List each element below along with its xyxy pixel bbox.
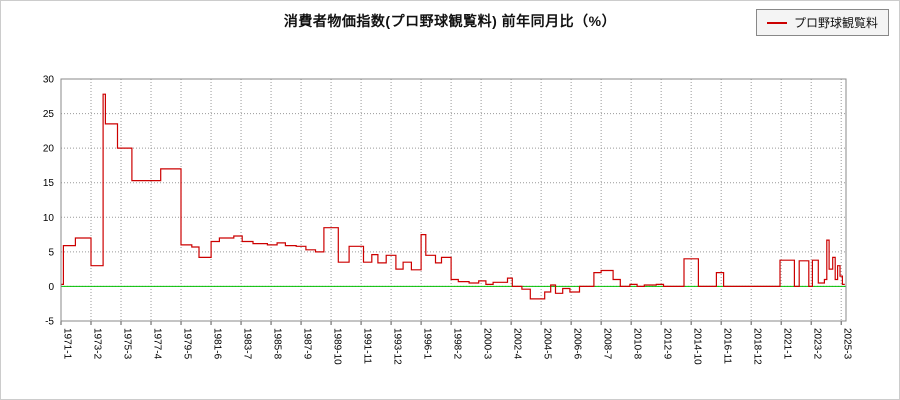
x-tick-label: 1998-2 — [452, 328, 463, 360]
legend-label: プロ野球観覧料 — [793, 16, 878, 30]
series-line — [61, 93, 845, 300]
x-tick-label: 2012-9 — [662, 328, 673, 360]
x-tick-label: 2018-12 — [752, 328, 763, 365]
x-tick-label: 1987-9 — [302, 328, 313, 360]
legend: プロ野球観覧料 — [755, 9, 889, 36]
y-tick-label: 20 — [43, 144, 55, 155]
x-tick-label: 2016-11 — [722, 328, 733, 364]
chart-title: 消費者物価指数(プロ野球観覧料) 前年同月比（%） — [283, 13, 617, 29]
x-tick-label: 1979-5 — [182, 328, 193, 360]
x-tick-label: 1973-2 — [92, 328, 103, 360]
x-tick-label: 1975-3 — [122, 328, 133, 360]
x-tick-label: 1985-8 — [272, 328, 283, 360]
legend-line-marker — [766, 21, 787, 24]
y-tick-label: 30 — [43, 75, 55, 86]
x-tick-label: 1983-7 — [242, 328, 253, 360]
y-tick-label: 5 — [48, 247, 54, 258]
y-tick-label: 25 — [43, 109, 55, 120]
x-tick-label: 2025-3 — [842, 328, 853, 360]
x-tick-label: 1993-12 — [392, 328, 403, 365]
x-tick-label: 1989-10 — [332, 328, 343, 365]
x-tick-label: 1991-11 — [362, 328, 373, 364]
x-tick-label: 2006-6 — [572, 328, 583, 360]
x-tick-label: 2021-1 — [782, 328, 793, 360]
x-tick-label: 1971-1 — [62, 328, 73, 360]
x-tick-label: 1981-6 — [212, 328, 223, 360]
y-tick-label: -5 — [45, 317, 54, 328]
x-tick-label: 1977-4 — [152, 328, 163, 360]
x-tick-label: 2002-4 — [512, 328, 523, 360]
x-tick-label: 2008-7 — [602, 328, 613, 360]
y-tick-label: 15 — [43, 178, 55, 189]
x-tick-label: 1996-1 — [422, 328, 433, 360]
y-tick-label: 0 — [48, 282, 54, 293]
x-tick-label: 2004-5 — [542, 328, 553, 360]
plot-border — [60, 78, 847, 322]
x-tick-label: 2000-3 — [482, 328, 493, 360]
x-tick-label: 2014-10 — [692, 328, 703, 365]
y-tick-label: 10 — [43, 213, 55, 224]
x-tick-label: 2010-8 — [632, 328, 643, 360]
x-tick-label: 2023-2 — [812, 328, 823, 360]
